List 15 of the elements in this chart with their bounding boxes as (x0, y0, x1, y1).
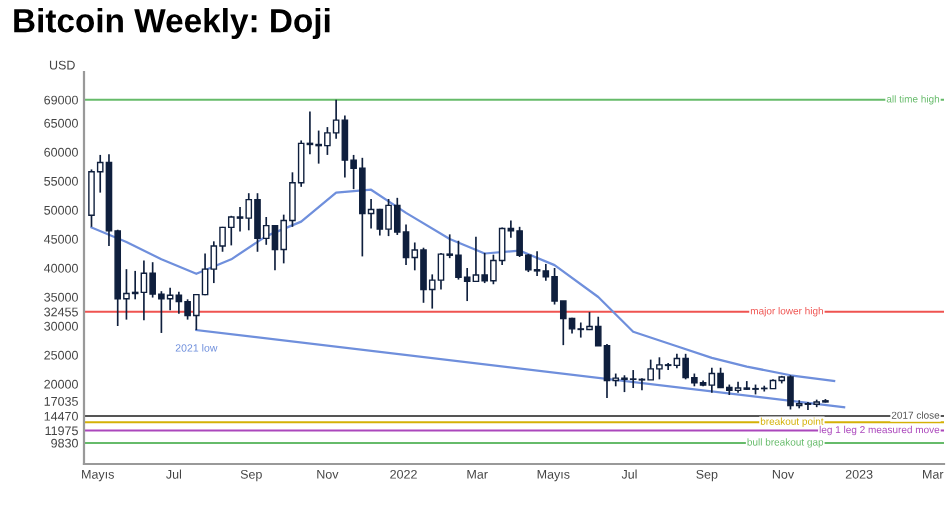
candlestick (271, 224, 279, 272)
candlestick (140, 259, 148, 322)
candlestick (437, 252, 445, 291)
line-series (90, 188, 836, 383)
chart-title: Bitcoin Weekly: Doji (14, 8, 330, 40)
candlestick (376, 208, 384, 237)
candlestick (533, 250, 541, 277)
candlestick (577, 321, 585, 339)
candlestick (341, 114, 349, 179)
candlestick (629, 369, 637, 389)
candlestick (708, 366, 716, 394)
candlestick (227, 214, 235, 247)
candlestick (472, 235, 480, 283)
candlestick (236, 206, 244, 233)
candlestick (245, 192, 253, 232)
